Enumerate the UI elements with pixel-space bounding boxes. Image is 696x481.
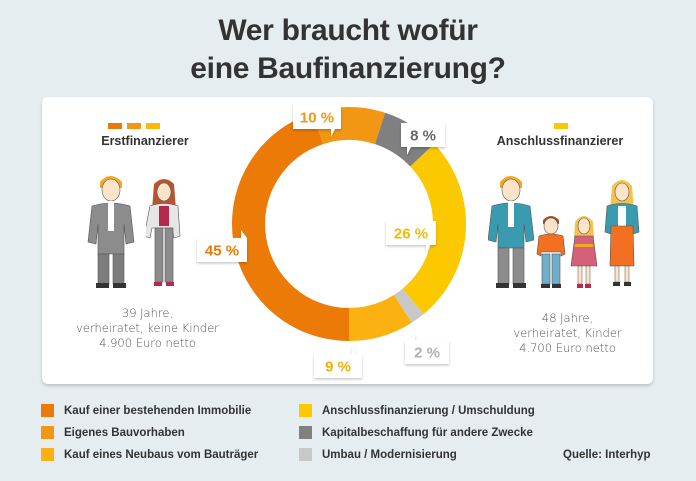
title-line-2: eine Baufinanzierung?: [190, 52, 506, 85]
legend-item: Kapitalbeschaffung für andere Zwecke: [299, 426, 533, 439]
group-color-swatch: [127, 123, 141, 129]
title-line-1: Wer braucht wofür: [218, 14, 478, 47]
slice-callout: [386, 221, 436, 253]
legend-label: Kauf einer bestehenden Immobilie: [64, 404, 252, 417]
legend-label: Umbau / Modernisierung: [322, 448, 457, 461]
donut-slice: [349, 294, 412, 341]
left-group-description: 39 Jahre, verheiratet, keine Kinder 4.90…: [60, 306, 235, 351]
mother-illustration: [604, 180, 640, 286]
legend-label: Kauf eines Neubaus vom Bauträger: [64, 448, 259, 461]
legend-swatch: [41, 404, 54, 417]
right-group-color-swatches: [554, 123, 568, 129]
slice-callout: [401, 123, 445, 155]
callout-box: [386, 221, 436, 253]
man-in-suit-illustration: [87, 176, 135, 288]
source-credit: Quelle: Interhyp: [563, 449, 651, 461]
boy-illustration: [536, 216, 566, 288]
group-color-swatch: [146, 123, 160, 129]
legend-item: Kauf eines Neubaus vom Bauträger: [41, 448, 258, 461]
legend-item: Anschlussfinanzierung / Umschuldung: [299, 404, 535, 417]
page-title: Wer braucht wofür eine Baufinanzierung?: [0, 12, 696, 88]
group-color-swatch: [108, 123, 122, 129]
right-group-label: Anschlussfinanzierer: [496, 134, 624, 148]
girl-illustration: [570, 216, 598, 288]
legend-item: Kauf einer bestehenden Immobilie: [41, 404, 251, 417]
legend-swatch: [299, 448, 312, 461]
left-group-label: Erstfinanzierer: [101, 134, 189, 148]
callout-box: [197, 230, 247, 262]
slice-value-label: 8 %: [410, 128, 436, 145]
donut-slice: [232, 112, 349, 342]
left-desc-status: verheiratet, keine Kinder: [76, 321, 219, 335]
right-desc-income: 4.700 Euro netto: [519, 341, 616, 355]
legend-item: Eigenes Bauvorhaben: [41, 426, 185, 439]
slice-callout: [197, 230, 247, 262]
slice-value-label: 10 %: [300, 110, 334, 127]
right-group-description: 48 Jahre, verheiratet, Kinder 4.700 Euro…: [480, 311, 655, 356]
slice-callout: [314, 346, 362, 378]
right-desc-age: 48 Jahre,: [541, 311, 594, 325]
legend-item: Umbau / Modernisierung: [299, 448, 457, 461]
right-desc-status: verheiratet, Kinder: [513, 326, 622, 340]
callout-box: [405, 332, 449, 364]
callout-box: [293, 105, 341, 137]
woman-illustration: [146, 179, 181, 286]
father-illustration: [488, 176, 534, 288]
slice-value-label: 26 %: [394, 226, 428, 243]
callout-box: [401, 123, 445, 155]
legend-label: Anschlussfinanzierung / Umschuldung: [322, 404, 535, 417]
legend-swatch: [41, 448, 54, 461]
legend-swatch: [299, 426, 312, 439]
group-color-swatch: [554, 123, 568, 129]
slice-callout: [405, 332, 449, 364]
legend-label: Eigenes Bauvorhaben: [64, 426, 185, 439]
left-desc-income: 4.900 Euro netto: [99, 336, 196, 350]
slice-value-label: 45 %: [205, 243, 239, 260]
callout-box: [314, 346, 362, 378]
legend-label: Kapitalbeschaffung für andere Zwecke: [322, 426, 533, 439]
left-desc-age: 39 Jahre,: [121, 306, 174, 320]
left-group-color-swatches: [108, 123, 160, 129]
slice-value-label: 9 %: [325, 359, 351, 376]
donut-slice: [394, 288, 424, 323]
legend-swatch: [299, 404, 312, 417]
slice-value-label: 2 %: [414, 345, 440, 362]
legend-swatch: [41, 426, 54, 439]
slice-callout: [293, 105, 341, 137]
